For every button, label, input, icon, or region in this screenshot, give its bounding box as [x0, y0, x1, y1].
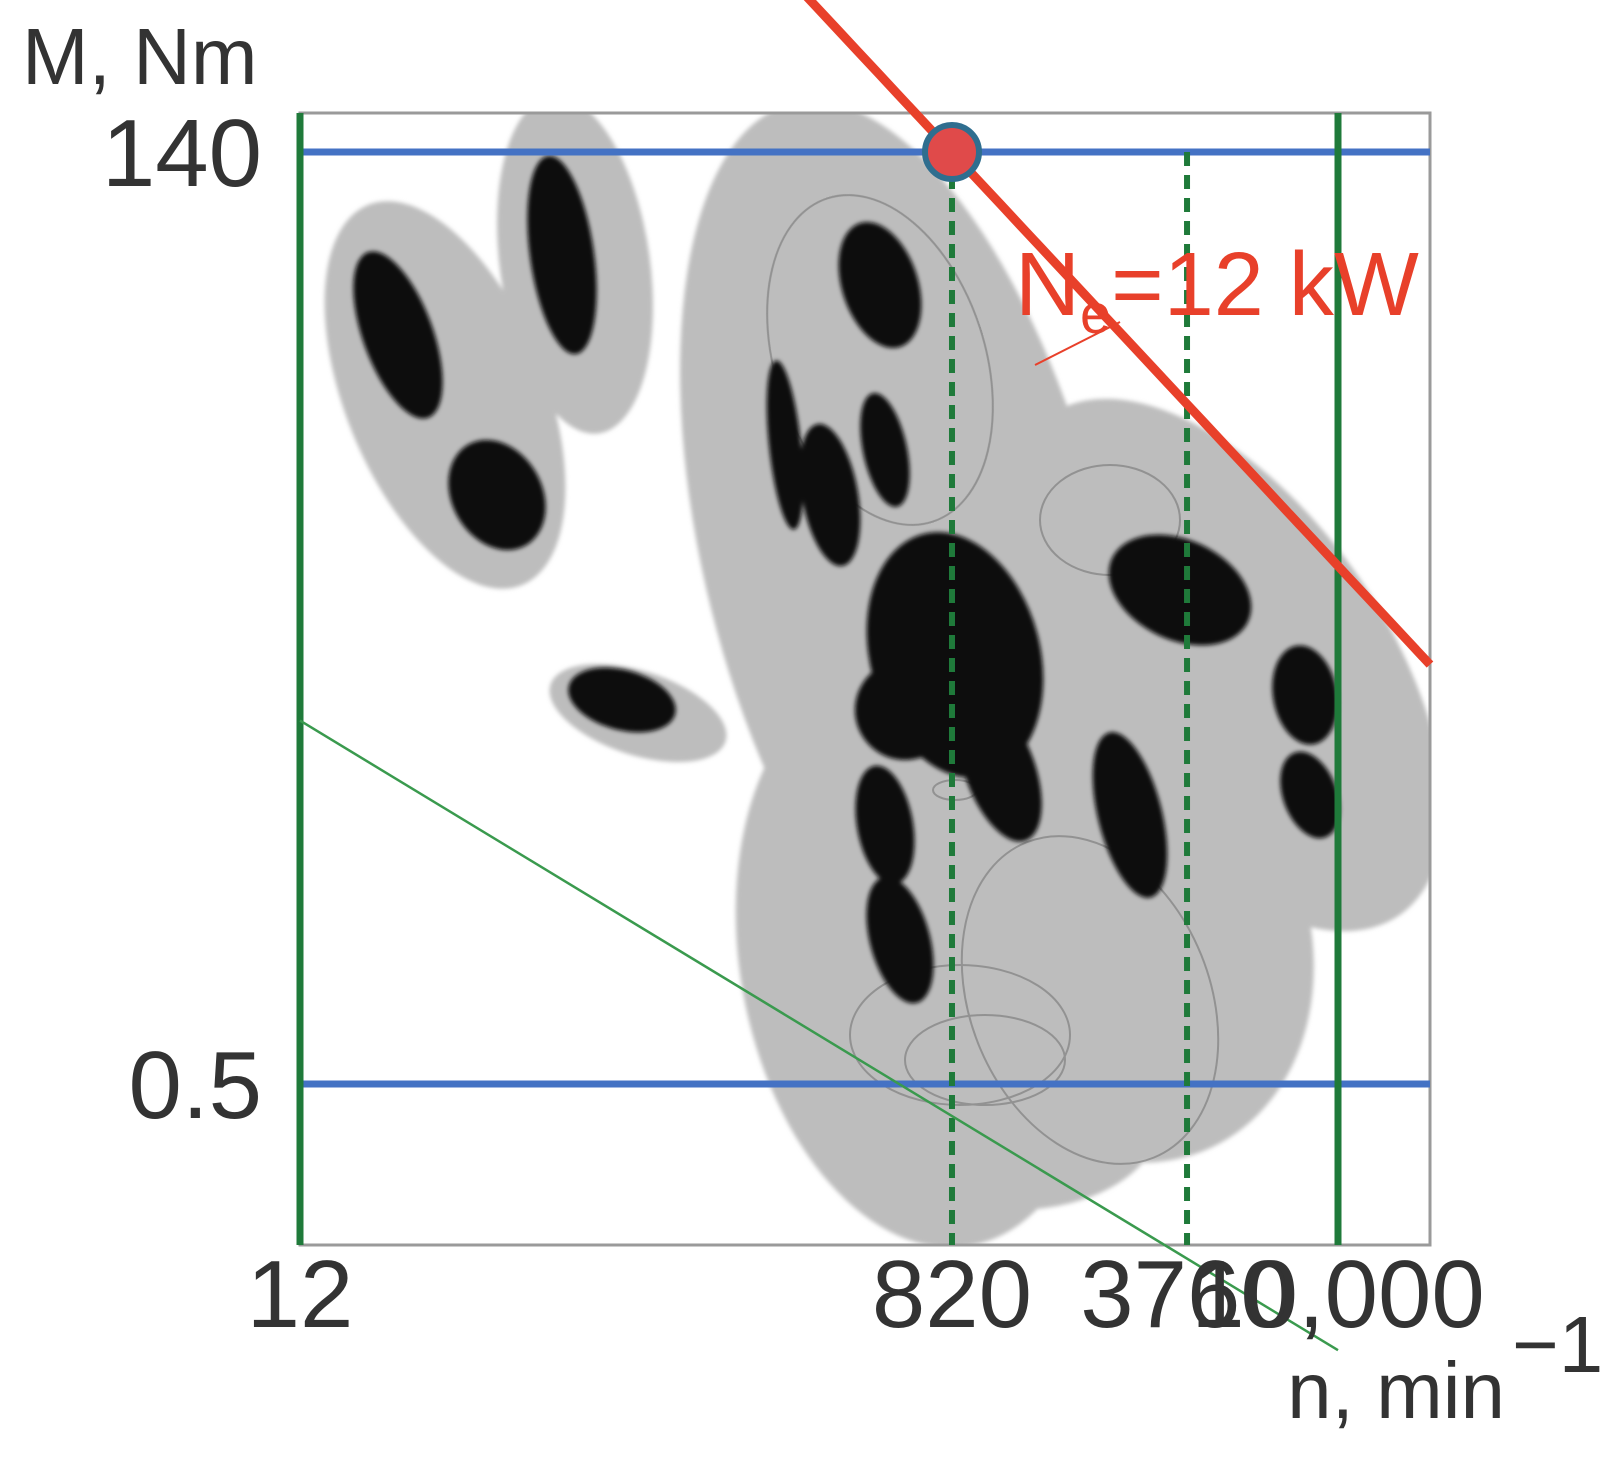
- power-curve-layer: [803, 0, 1434, 668]
- x-axis-title-superscript: −1: [1512, 1300, 1603, 1389]
- markers-layer: [921, 122, 982, 182]
- y-tick-label-1: 0.5: [129, 1032, 262, 1139]
- x-tick-label-3: 10,000: [1191, 1241, 1485, 1348]
- x-tick-label-0: 12: [247, 1241, 354, 1348]
- power-label-leader: [1034, 321, 1121, 366]
- y-axis-title: M, Nm: [22, 12, 258, 101]
- density-map: [324, 113, 1430, 1245]
- power-label-subscript: e: [1080, 282, 1111, 345]
- x-tick-label-1: 820: [872, 1241, 1032, 1348]
- reference-lines: [296, 113, 1430, 1352]
- x-tick-label-2: 3760: [1080, 1241, 1294, 1348]
- y-tick-label-0: 140: [102, 100, 262, 207]
- density-contours: [766, 194, 1220, 1165]
- power-curve-label: Ne=12 kW: [1015, 235, 1419, 345]
- min-power-line: [299, 719, 1339, 1352]
- x-axis-title: n, min: [1287, 1346, 1505, 1435]
- max-torque-point-marker: [921, 122, 982, 182]
- density-core: [353, 155, 1340, 1004]
- power-curve-line: [803, 0, 1434, 668]
- power-label-value: =12 kW: [1111, 235, 1419, 335]
- y-tick-labels: 140 0.5: [102, 100, 262, 1139]
- x-axis-title-text: n, min: [1287, 1346, 1505, 1435]
- power-label-symbol: N: [1015, 235, 1080, 335]
